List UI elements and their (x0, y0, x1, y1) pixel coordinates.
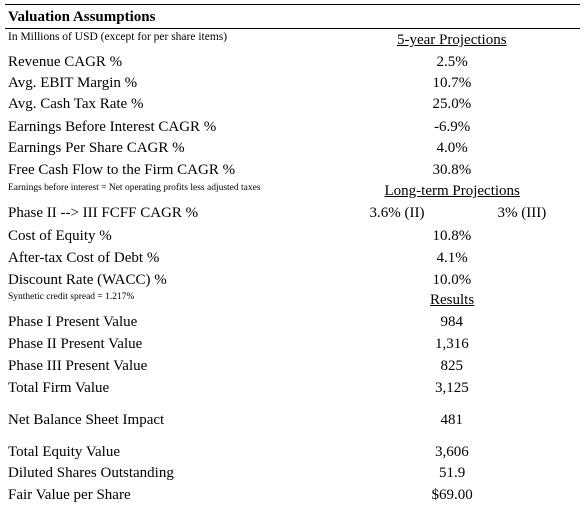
note: Earnings before interest = Net operating… (8, 183, 261, 193)
row-value: $69.00 (431, 487, 473, 503)
row-label: Phase II Present Value (8, 336, 143, 352)
row-value: 4.0% (436, 140, 468, 156)
section-heading: Long-term Projections (384, 183, 520, 199)
row-value: 10.7% (432, 75, 472, 91)
row-label: Discount Rate (WACC) % (8, 272, 167, 288)
row-value: 25.0% (432, 96, 472, 112)
section-heading: 5-year Projections (397, 32, 507, 48)
row-label: Phase II --> III FCFF CAGR % (8, 205, 199, 221)
row-value: 3.6% (II) (369, 205, 425, 221)
note: Synthetic credit spread = 1.217% (8, 292, 135, 302)
row-value: 1,316 (435, 336, 469, 352)
row-value: 10.0% (432, 272, 472, 288)
row-label: Earnings Before Interest CAGR % (8, 119, 217, 135)
section-heading: Results (430, 292, 475, 308)
row-label: Phase III Present Value (8, 358, 148, 374)
row-label: Free Cash Flow to the Firm CAGR % (8, 162, 236, 178)
row-label: Avg. Cash Tax Rate % (8, 96, 144, 112)
row-value: 3,606 (435, 444, 469, 460)
row-value: 984 (440, 314, 464, 330)
title: Valuation Assumptions (8, 9, 156, 25)
row-value: 2.5% (436, 54, 468, 70)
row-value: 30.8% (432, 162, 472, 178)
row-value: 51.9 (439, 465, 466, 481)
top-rule (5, 4, 580, 5)
row-label: Phase I Present Value (8, 314, 138, 330)
row-value: -6.9% (434, 119, 471, 135)
row-value: 10.8% (432, 228, 472, 244)
row-value: 4.1% (436, 250, 468, 266)
row-value: 825 (440, 358, 464, 374)
subtitle: In Millions of USD (except for per share… (8, 31, 228, 43)
row-label: Diluted Shares Outstanding (8, 465, 174, 481)
title-rule (5, 28, 580, 29)
row-label: Cost of Equity % (8, 228, 112, 244)
row-value: 481 (440, 412, 464, 428)
row-label: Earnings Per Share CAGR % (8, 140, 185, 156)
row-label: Revenue CAGR % (8, 54, 123, 70)
row-value: 3,125 (435, 380, 469, 396)
row-label: Net Balance Sheet Impact (8, 412, 165, 428)
row-value: 3% (III) (497, 205, 547, 221)
row-label: Total Firm Value (8, 380, 110, 396)
row-label: Fair Value per Share (8, 487, 131, 503)
row-label: Avg. EBIT Margin % (8, 75, 138, 91)
row-label: Total Equity Value (8, 444, 120, 460)
row-label: After-tax Cost of Debt % (8, 250, 160, 266)
